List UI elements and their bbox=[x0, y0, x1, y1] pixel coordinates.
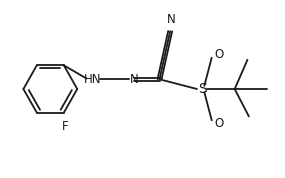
Text: HN: HN bbox=[84, 73, 102, 86]
Text: O: O bbox=[214, 117, 223, 130]
Text: S: S bbox=[198, 82, 206, 96]
Text: O: O bbox=[214, 48, 223, 61]
Text: F: F bbox=[62, 120, 68, 133]
Text: N: N bbox=[130, 73, 139, 86]
Text: N: N bbox=[166, 13, 175, 26]
